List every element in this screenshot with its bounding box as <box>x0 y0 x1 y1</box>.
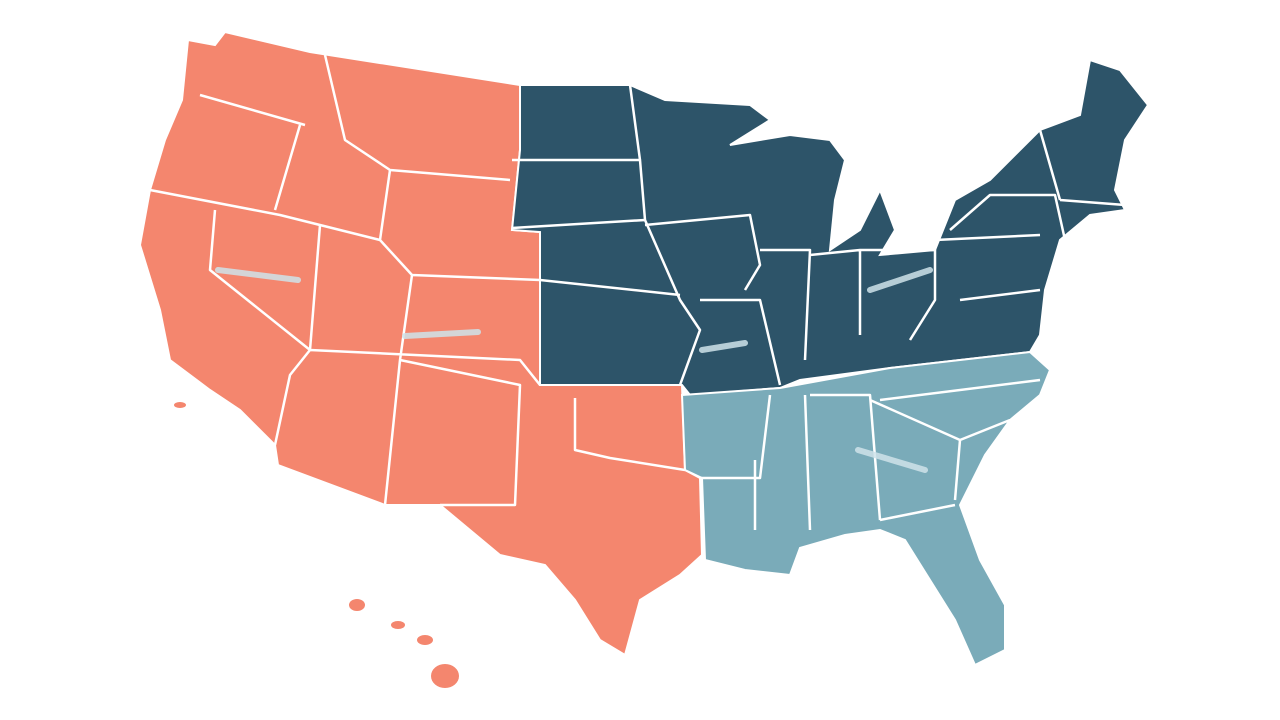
highlight <box>699 340 748 353</box>
island <box>174 402 186 408</box>
highlight <box>215 267 301 283</box>
highlight <box>855 447 928 473</box>
highlights <box>215 267 933 473</box>
state-borders <box>149 54 1126 531</box>
highlight <box>402 329 481 339</box>
highlight <box>867 267 933 293</box>
hawaii <box>349 599 365 611</box>
south-region <box>680 350 1052 667</box>
hawaii <box>431 664 459 688</box>
south-mainland <box>680 350 1052 667</box>
hawaii <box>417 635 433 645</box>
hawaii <box>391 621 405 629</box>
